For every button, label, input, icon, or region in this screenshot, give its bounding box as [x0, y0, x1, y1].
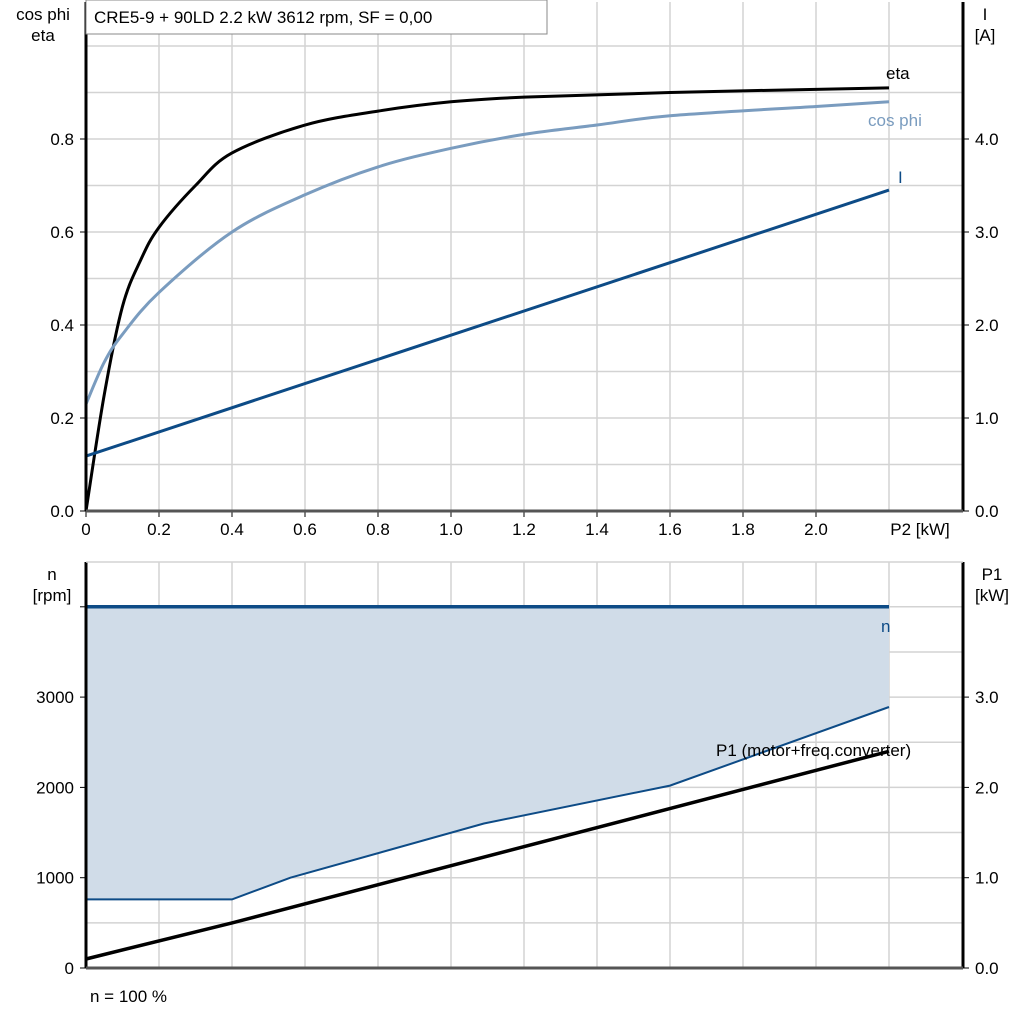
- x-tick-label: 0.8: [366, 520, 390, 539]
- x-tick-label: 1.0: [439, 520, 463, 539]
- y2-tick-label: 1.0: [975, 409, 999, 428]
- y2-axis-label: [kW]: [975, 586, 1009, 605]
- x-tick-label: 1.8: [731, 520, 755, 539]
- x-tick-label: 0.4: [220, 520, 244, 539]
- x-tick-label: 1.4: [585, 520, 609, 539]
- series-label: cos phi: [868, 111, 922, 130]
- y2-tick-label: 3.0: [975, 223, 999, 242]
- y-tick-label: 0.4: [50, 316, 74, 335]
- y-tick-label: 0.6: [50, 223, 74, 242]
- y-axis-label: [rpm]: [33, 586, 72, 605]
- x-tick-label: 0.2: [147, 520, 171, 539]
- speed-range-area: [86, 606, 889, 900]
- x-tick-label: 0.6: [293, 520, 317, 539]
- y-tick-label: 3000: [36, 688, 74, 707]
- y-tick-label: 2000: [36, 778, 74, 797]
- y2-tick-label: 2.0: [975, 778, 999, 797]
- y2-axis-label: P1: [982, 565, 1003, 584]
- y-tick-label: 0: [65, 959, 74, 978]
- series-label: P1 (motor+freq.converter): [716, 741, 911, 760]
- y2-tick-label: 4.0: [975, 130, 999, 149]
- y2-axis-label: [A]: [975, 26, 996, 45]
- y-axis-label: n: [47, 565, 56, 584]
- series-label: eta: [886, 64, 910, 83]
- footnote: n = 100 %: [90, 987, 167, 1006]
- series-cos-phi-line: [84, 100, 890, 405]
- title-box: [85, 0, 548, 35]
- y-axis-label: eta: [31, 26, 55, 45]
- y2-tick-label: 0.0: [975, 502, 999, 521]
- x-tick-label: 1.2: [512, 520, 536, 539]
- y2-tick-label: 0.0: [975, 959, 999, 978]
- y-tick-label: 0.8: [50, 130, 74, 149]
- x-tick-label: 0: [81, 520, 90, 539]
- x-axis-label: P2 [kW]: [890, 520, 950, 539]
- y-axis-label: cos phi: [16, 5, 70, 24]
- y-tick-label: 1000: [36, 869, 74, 888]
- y2-tick-label: 3.0: [975, 688, 999, 707]
- y-tick-label: 0.2: [50, 409, 74, 428]
- y-tick-label: 0.0: [50, 502, 74, 521]
- series-label: I: [898, 168, 903, 187]
- y2-tick-label: 1.0: [975, 869, 999, 888]
- series-label: n: [881, 617, 890, 636]
- y2-axis-label: I: [983, 5, 988, 24]
- y2-tick-label: 2.0: [975, 316, 999, 335]
- series-P1-line: [85, 749, 890, 961]
- x-tick-label: 1.6: [658, 520, 682, 539]
- chart-title: CRE5-9 + 90LD 2.2 kW 3612 rpm, SF = 0,00: [94, 8, 432, 27]
- series-eta-line: [84, 86, 890, 512]
- x-tick-label: 2.0: [804, 520, 828, 539]
- series-I-line: [85, 188, 890, 458]
- lower-boundary-line: [86, 706, 890, 901]
